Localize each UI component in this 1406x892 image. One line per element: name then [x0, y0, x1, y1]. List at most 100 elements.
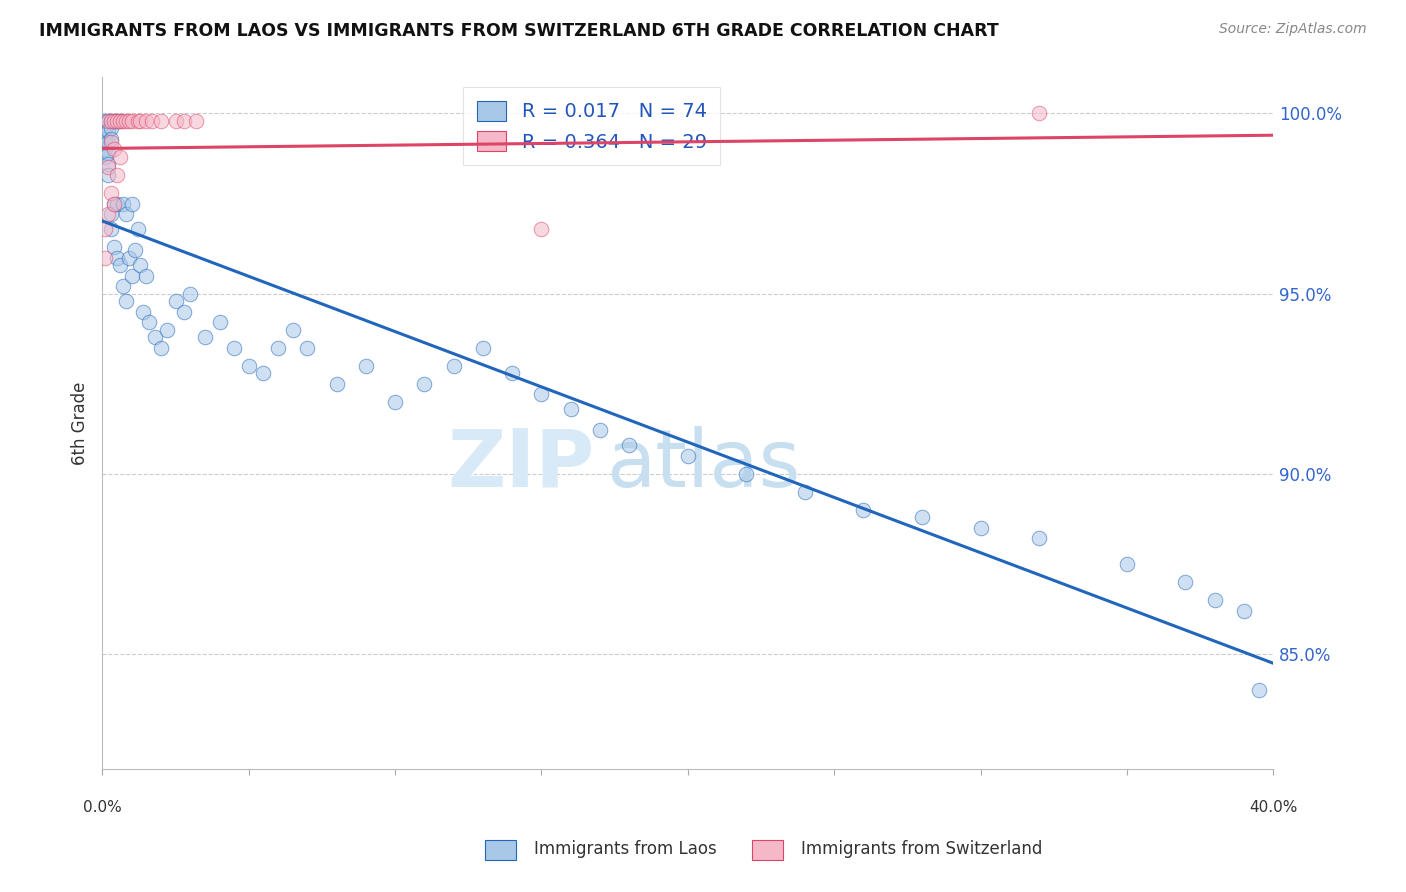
Point: [111, 279, 134, 293]
Y-axis label: 6th Grade: 6th Grade: [72, 382, 89, 465]
Point: [97, 207, 120, 221]
Point: [560, 401, 582, 416]
Point: [471, 341, 494, 355]
Point: [100, 113, 122, 128]
Point: [149, 113, 172, 128]
Point: [969, 521, 991, 535]
Point: [103, 196, 125, 211]
Point: [97, 168, 120, 182]
Point: [589, 424, 612, 438]
Point: [1115, 557, 1137, 571]
Legend: R = 0.017   N = 74, R = 0.364   N = 29: R = 0.017 N = 74, R = 0.364 N = 29: [464, 87, 720, 165]
Point: [103, 113, 125, 128]
Point: [97, 146, 120, 161]
Point: [100, 131, 122, 145]
Point: [111, 196, 134, 211]
Point: [105, 168, 128, 182]
Point: [115, 293, 138, 308]
Point: [143, 330, 166, 344]
Point: [676, 449, 699, 463]
Point: [105, 251, 128, 265]
Point: [135, 113, 157, 128]
Point: [413, 376, 436, 391]
Point: [97, 113, 120, 128]
Point: [115, 207, 138, 221]
Point: [115, 113, 138, 128]
Point: [619, 438, 641, 452]
Point: [94, 113, 117, 128]
Point: [384, 394, 406, 409]
Point: [1233, 603, 1256, 617]
Point: [238, 359, 260, 373]
Text: Immigrants from Laos: Immigrants from Laos: [534, 840, 717, 858]
Text: Source: ZipAtlas.com: Source: ZipAtlas.com: [1219, 22, 1367, 37]
Text: IMMIGRANTS FROM LAOS VS IMMIGRANTS FROM SWITZERLAND 6TH GRADE CORRELATION CHART: IMMIGRANTS FROM LAOS VS IMMIGRANTS FROM …: [39, 22, 1000, 40]
Point: [94, 221, 117, 235]
Point: [129, 113, 152, 128]
Point: [103, 196, 125, 211]
Point: [103, 240, 125, 254]
Point: [530, 221, 553, 235]
Point: [103, 143, 125, 157]
Point: [108, 258, 131, 272]
Point: [138, 315, 160, 329]
Point: [267, 341, 290, 355]
Point: [94, 143, 117, 157]
Point: [194, 330, 217, 344]
Point: [100, 207, 122, 221]
Point: [179, 286, 201, 301]
Point: [1204, 592, 1226, 607]
Point: [149, 341, 172, 355]
Point: [105, 113, 128, 128]
Point: [97, 113, 120, 128]
Point: [1028, 532, 1050, 546]
Point: [121, 196, 143, 211]
Point: [156, 322, 179, 336]
Point: [530, 387, 553, 401]
Point: [97, 124, 120, 138]
Point: [97, 161, 120, 175]
Point: [297, 341, 319, 355]
Point: [129, 258, 152, 272]
Point: [118, 251, 141, 265]
Point: [1174, 574, 1197, 589]
Point: [208, 315, 231, 329]
Point: [100, 113, 122, 128]
Point: [135, 268, 157, 283]
Point: [100, 120, 122, 135]
Text: atlas: atlas: [606, 425, 800, 504]
Point: [108, 150, 131, 164]
Point: [793, 484, 815, 499]
Text: ZIP: ZIP: [447, 425, 595, 504]
Point: [501, 366, 523, 380]
Point: [165, 293, 187, 308]
Point: [118, 113, 141, 128]
Point: [141, 113, 163, 128]
Point: [105, 196, 128, 211]
Point: [94, 120, 117, 135]
Text: 40.0%: 40.0%: [1249, 799, 1298, 814]
Point: [100, 136, 122, 150]
Point: [100, 186, 122, 200]
Point: [1247, 682, 1270, 697]
Point: [735, 467, 758, 481]
Point: [127, 221, 149, 235]
Point: [124, 244, 146, 258]
Point: [105, 113, 128, 128]
Point: [94, 150, 117, 164]
Point: [108, 113, 131, 128]
Point: [224, 341, 246, 355]
Point: [165, 113, 187, 128]
Point: [100, 221, 122, 235]
Point: [108, 113, 131, 128]
Point: [184, 113, 207, 128]
Text: 0.0%: 0.0%: [83, 799, 122, 814]
Point: [852, 502, 875, 516]
Point: [121, 113, 143, 128]
Text: Immigrants from Switzerland: Immigrants from Switzerland: [801, 840, 1043, 858]
Point: [252, 366, 274, 380]
Point: [132, 304, 155, 318]
Point: [325, 376, 347, 391]
Point: [443, 359, 465, 373]
Point: [111, 113, 134, 128]
